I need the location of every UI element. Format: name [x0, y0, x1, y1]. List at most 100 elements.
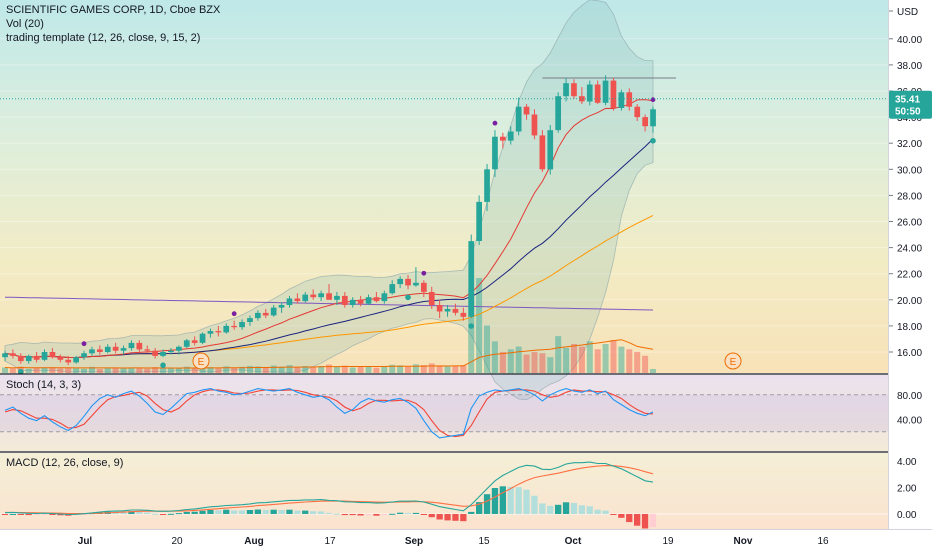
candle[interactable] — [618, 89, 625, 111]
last-price-tag[interactable] — [889, 90, 932, 119]
candle[interactable] — [579, 87, 585, 105]
earnings-marker[interactable] — [724, 352, 742, 370]
candle[interactable] — [294, 293, 301, 304]
candle[interactable] — [349, 297, 356, 308]
candle[interactable] — [239, 319, 245, 330]
candle[interactable] — [160, 349, 166, 358]
volume-legend[interactable]: Vol (20) — [6, 18, 44, 30]
candle[interactable] — [128, 340, 135, 351]
candle[interactable] — [500, 132, 506, 149]
candle[interactable] — [120, 345, 127, 355]
candle[interactable] — [357, 295, 364, 307]
candle[interactable] — [452, 303, 459, 316]
candle[interactable] — [334, 291, 340, 306]
candle-body — [618, 92, 625, 108]
candle[interactable] — [286, 295, 293, 308]
candle[interactable] — [136, 340, 143, 352]
candle[interactable] — [405, 275, 411, 290]
candle[interactable] — [104, 344, 111, 354]
candle[interactable] — [207, 328, 214, 338]
candle[interactable] — [112, 342, 119, 354]
candle[interactable] — [25, 354, 32, 364]
stoch-k-line — [4, 388, 654, 439]
stoch-legend[interactable]: Stoch (14, 3, 3) — [6, 379, 82, 391]
candle[interactable] — [144, 345, 151, 354]
macd-legend[interactable]: MACD (12, 26, close, 9) — [6, 457, 124, 469]
macd-tick-label: 2.00 — [897, 483, 917, 494]
candle[interactable] — [49, 348, 56, 359]
candle[interactable] — [255, 310, 261, 321]
candle[interactable] — [515, 97, 522, 136]
candle[interactable] — [33, 352, 40, 363]
candle[interactable] — [436, 299, 443, 319]
candle[interactable] — [468, 234, 475, 319]
candle[interactable] — [373, 291, 380, 303]
candle[interactable] — [531, 109, 538, 140]
candle[interactable] — [428, 286, 435, 309]
candle[interactable] — [81, 350, 87, 360]
candle[interactable] — [168, 348, 174, 355]
candle[interactable] — [563, 77, 569, 102]
candle[interactable] — [191, 336, 198, 346]
candle-body — [586, 84, 593, 102]
candle[interactable] — [247, 315, 253, 326]
macd-histogram-bar — [231, 510, 238, 514]
earnings-marker[interactable] — [192, 352, 210, 370]
candle[interactable] — [2, 350, 8, 362]
candle[interactable] — [484, 164, 490, 212]
candle[interactable] — [650, 106, 656, 133]
candle[interactable] — [89, 346, 95, 356]
candle[interactable] — [10, 349, 16, 359]
candle[interactable] — [476, 195, 482, 245]
candle[interactable] — [381, 290, 388, 304]
candle[interactable] — [57, 354, 64, 363]
candle[interactable] — [602, 75, 609, 106]
candle[interactable] — [18, 353, 24, 364]
candle[interactable] — [397, 276, 403, 289]
candle[interactable] — [571, 79, 577, 99]
candle[interactable] — [65, 355, 72, 366]
candle[interactable] — [176, 345, 182, 355]
candle[interactable] — [421, 280, 427, 298]
candle[interactable] — [610, 77, 617, 111]
macd-histogram-bar — [641, 514, 649, 529]
candle[interactable] — [223, 323, 230, 334]
candle[interactable] — [642, 114, 648, 132]
candle[interactable] — [97, 345, 103, 355]
candle[interactable] — [547, 124, 554, 175]
candle[interactable] — [523, 104, 530, 120]
candle[interactable] — [231, 320, 237, 330]
template-legend[interactable]: trading template (12, 26, close, 9, 15, … — [6, 32, 201, 44]
candle[interactable] — [539, 130, 546, 172]
candle[interactable] — [262, 308, 269, 319]
candle[interactable] — [270, 305, 277, 317]
candle[interactable] — [460, 307, 467, 321]
candle[interactable] — [199, 332, 206, 345]
candle[interactable] — [310, 289, 317, 300]
candle[interactable] — [413, 267, 419, 287]
candle[interactable] — [278, 302, 285, 313]
candle[interactable] — [326, 284, 332, 300]
candle[interactable] — [634, 104, 641, 122]
candle[interactable] — [594, 80, 601, 105]
candle[interactable] — [389, 280, 396, 295]
candle[interactable] — [318, 290, 324, 302]
chart-title[interactable]: SCIENTIFIC GAMES CORP, 1D, Cboe BZX — [6, 4, 221, 16]
candle[interactable] — [342, 291, 348, 308]
candle[interactable] — [183, 338, 190, 349]
candle[interactable] — [492, 130, 498, 178]
candle[interactable] — [365, 294, 372, 306]
candle[interactable] — [444, 305, 451, 317]
candle-body — [286, 298, 293, 305]
candle[interactable] — [41, 349, 48, 362]
macd-line — [4, 461, 654, 516]
candle[interactable] — [73, 355, 79, 364]
candle[interactable] — [302, 291, 309, 303]
candle[interactable] — [507, 126, 514, 145]
candle[interactable] — [586, 80, 593, 106]
candle[interactable] — [626, 88, 633, 111]
candle[interactable] — [152, 348, 158, 359]
candle[interactable] — [215, 325, 222, 337]
